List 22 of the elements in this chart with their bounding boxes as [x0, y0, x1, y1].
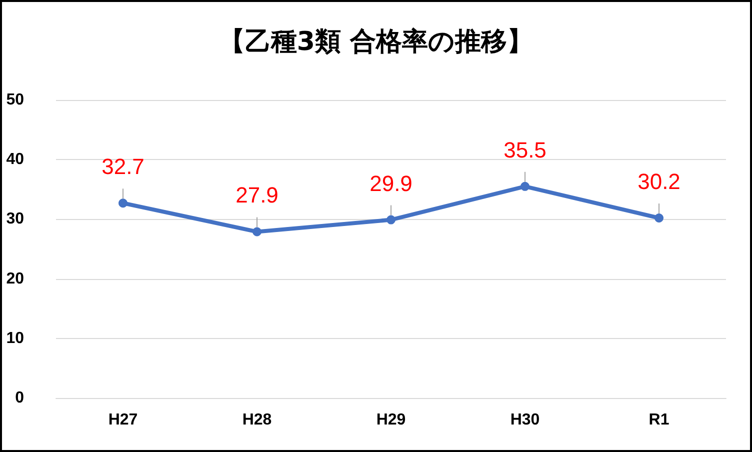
data-label: 32.7 — [102, 154, 144, 180]
y-tick-label: 30 — [6, 210, 24, 228]
x-tick-label: H29 — [376, 412, 406, 428]
x-tick-label: H30 — [510, 412, 540, 428]
x-tick-label: R1 — [648, 412, 670, 428]
x-tick-label: H27 — [108, 412, 138, 428]
point — [252, 227, 262, 236]
data-label: 35.5 — [504, 137, 546, 162]
y-tick-label: 40 — [6, 151, 24, 168]
point — [654, 214, 664, 223]
y-tick-label: 0 — [15, 390, 24, 406]
data-label: 30.2 — [638, 169, 680, 194]
data-label: 29.9 — [370, 170, 412, 196]
x-tick-label: H28 — [242, 412, 272, 428]
y-tick-label: 10 — [6, 330, 24, 347]
point — [520, 182, 530, 191]
point — [386, 215, 396, 224]
chart-title: 【乙種3類 合格率の推移】 — [218, 27, 534, 57]
y-tick-label: 50 — [6, 92, 24, 108]
y-tick-label: 20 — [6, 270, 24, 288]
data-label: 27.9 — [236, 182, 278, 208]
point — [118, 198, 128, 208]
